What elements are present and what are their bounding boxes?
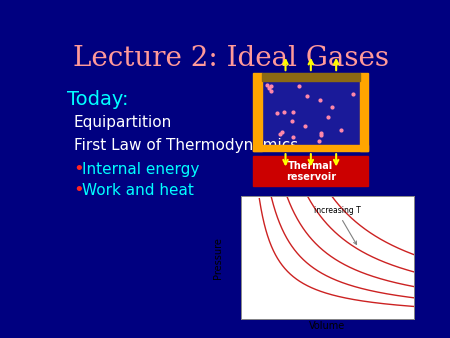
Bar xyxy=(360,73,369,151)
Text: Lecture 2: Ideal Gases: Lecture 2: Ideal Gases xyxy=(72,45,389,72)
Y-axis label: Pressure: Pressure xyxy=(213,237,224,279)
Bar xyxy=(262,73,360,81)
Text: Thermal
reservoir: Thermal reservoir xyxy=(286,161,336,182)
Bar xyxy=(253,73,262,151)
Text: Internal energy: Internal energy xyxy=(82,162,200,177)
Bar xyxy=(253,145,369,151)
Text: Lecture 2, p 1: Lecture 2, p 1 xyxy=(343,291,401,299)
Text: First Law of Thermodynamics: First Law of Thermodynamics xyxy=(74,139,298,153)
Text: Today:: Today: xyxy=(67,90,128,108)
Text: •: • xyxy=(74,161,85,178)
Text: Work and heat: Work and heat xyxy=(82,183,194,198)
Text: Equipartition: Equipartition xyxy=(74,115,172,130)
Bar xyxy=(253,156,369,186)
X-axis label: Volume: Volume xyxy=(309,321,346,331)
Bar xyxy=(262,73,360,145)
Text: increasing T: increasing T xyxy=(314,206,360,244)
Text: •: • xyxy=(74,181,85,199)
